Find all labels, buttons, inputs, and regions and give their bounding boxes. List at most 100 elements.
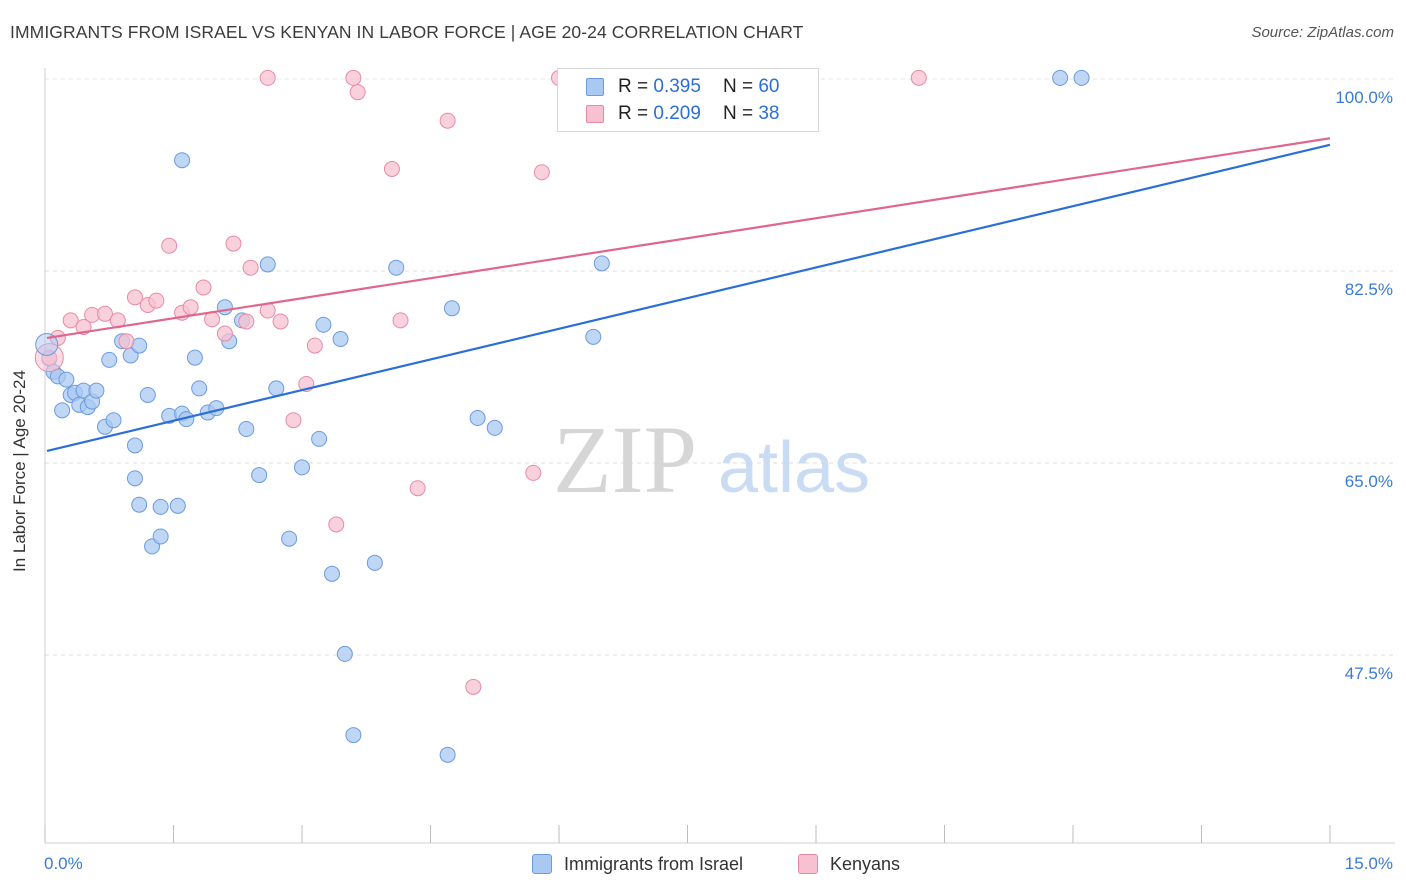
y-tick-label: 100.0% xyxy=(1335,88,1393,107)
kenyan-point xyxy=(392,312,409,329)
watermark-atlas: atlas xyxy=(718,428,870,508)
kenyan-point xyxy=(409,480,426,497)
kenyan-trend-line xyxy=(46,137,1331,340)
israel-point xyxy=(101,351,118,368)
israel-point xyxy=(332,331,349,348)
israel-point xyxy=(208,400,225,417)
israel-point xyxy=(88,382,105,399)
stats-n-value: 38 xyxy=(758,103,780,124)
israel-point xyxy=(191,380,208,397)
israel-point xyxy=(311,430,328,447)
y-tick-label: 65.0% xyxy=(1345,472,1393,491)
israel-point xyxy=(439,746,456,763)
israel-point xyxy=(268,380,285,397)
watermark-zip: ZIP xyxy=(553,406,697,513)
data-points xyxy=(34,69,1090,763)
israel-point xyxy=(593,255,610,272)
kenyan-point xyxy=(439,112,456,129)
israel-point xyxy=(469,410,486,427)
kenyan-point xyxy=(259,69,276,86)
kenyan-point xyxy=(328,516,345,533)
israel-point xyxy=(336,645,353,662)
israel-point xyxy=(486,419,503,436)
kenyan-point xyxy=(349,84,366,101)
israel-point xyxy=(186,349,203,366)
kenyan-point xyxy=(525,464,542,481)
kenyan-point xyxy=(62,312,79,329)
israel-trend-line xyxy=(46,143,1331,453)
israel-point xyxy=(105,412,122,429)
legend-swatch-kenyans xyxy=(798,854,818,874)
stats-swatch-israel xyxy=(586,78,604,96)
israel-point xyxy=(315,316,332,333)
kenyan-point xyxy=(216,325,233,342)
israel-point xyxy=(131,496,148,513)
israel-point xyxy=(323,565,340,582)
stats-n-label: N = xyxy=(722,103,754,124)
israel-point xyxy=(388,259,405,276)
israel-point xyxy=(443,300,460,317)
israel-point xyxy=(54,402,71,419)
israel-point xyxy=(126,437,143,454)
kenyan-point xyxy=(272,313,289,330)
x-tick-label-end: 15.0% xyxy=(1345,854,1393,873)
israel-point xyxy=(126,470,143,487)
israel-point xyxy=(294,459,310,476)
stats-r-value: 0.395 xyxy=(653,76,701,97)
israel-point xyxy=(585,328,602,345)
israel-point xyxy=(238,420,255,437)
legend-label-kenyans: Kenyans xyxy=(830,853,901,874)
source-label: Source: ZipAtlas.com xyxy=(1251,24,1394,41)
gridlines xyxy=(45,78,1395,656)
kenyan-point xyxy=(242,259,259,276)
israel-point xyxy=(174,152,191,169)
stats-box: R = 0.395 N = 60 R = 0.209 N = 38 xyxy=(557,68,819,132)
y-tick-label: 47.5% xyxy=(1345,664,1393,683)
israel-point-cluster xyxy=(35,333,59,357)
israel-point xyxy=(281,530,298,547)
legend-item-kenyans[interactable]: Kenyans xyxy=(798,852,900,876)
israel-point xyxy=(366,554,383,571)
stats-n-value: 60 xyxy=(758,76,780,97)
israel-point xyxy=(1073,69,1090,86)
stats-row-kenyans: R = 0.209 N = 38 xyxy=(558,101,779,127)
stats-n-label: N = xyxy=(722,76,754,97)
stats-r-label: R = xyxy=(618,76,649,97)
kenyan-point xyxy=(345,69,362,86)
kenyan-point xyxy=(238,313,255,330)
kenyan-point xyxy=(225,235,242,252)
legend-swatch-israel xyxy=(532,854,552,874)
israel-point xyxy=(216,299,233,316)
kenyan-point xyxy=(383,160,400,177)
stats-r-label: R = xyxy=(618,103,649,124)
kenyan-point xyxy=(285,412,302,429)
israel-point xyxy=(251,467,268,484)
kenyan-point xyxy=(118,333,135,350)
y-tick-label: 82.5% xyxy=(1345,280,1393,299)
stats-r-value: 0.209 xyxy=(653,103,701,124)
x-tick-label-start: 0.0% xyxy=(44,854,83,873)
israel-point xyxy=(1052,69,1069,86)
kenyan-point xyxy=(96,305,113,322)
kenyan-point xyxy=(533,164,550,181)
kenyan-point xyxy=(910,69,927,86)
kenyan-point xyxy=(148,292,165,309)
israel-point xyxy=(152,498,169,515)
israel-point xyxy=(259,256,276,273)
kenyan-point xyxy=(195,279,212,296)
legend-item-israel[interactable]: Immigrants from Israel xyxy=(532,852,743,876)
israel-point xyxy=(152,528,169,545)
kenyan-point xyxy=(161,237,178,254)
tick-labels: 47.5% 65.0% 82.5% 100.0% 0.0% 15.0% xyxy=(44,88,1393,873)
israel-point xyxy=(345,727,362,744)
kenyan-point xyxy=(306,337,323,354)
kenyan-point xyxy=(465,678,482,695)
israel-point xyxy=(169,497,186,514)
kenyan-point xyxy=(182,299,199,316)
stats-row-israel: R = 0.395 N = 60 xyxy=(558,74,779,100)
legend-label-israel: Immigrants from Israel xyxy=(564,853,744,874)
chart-title: IMMIGRANTS FROM ISRAEL VS KENYAN IN LABO… xyxy=(10,22,804,42)
trend-lines xyxy=(46,137,1331,453)
axes xyxy=(44,68,1395,844)
